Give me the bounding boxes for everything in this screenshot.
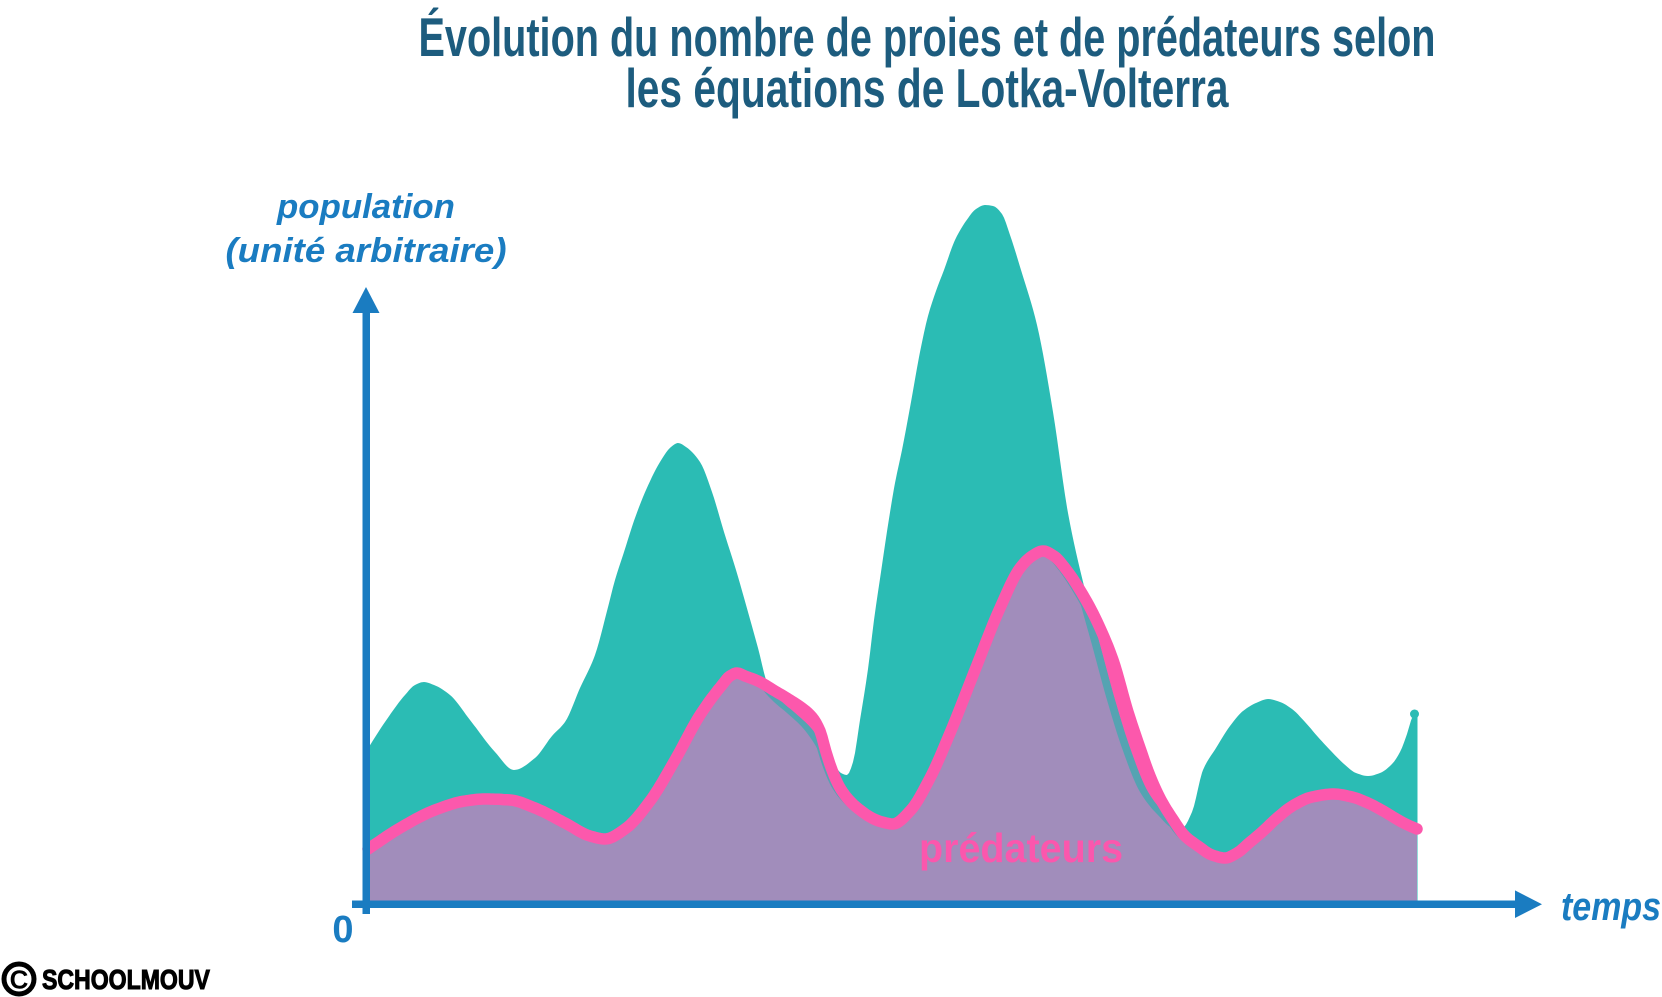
svg-text:C: C xyxy=(10,965,29,995)
